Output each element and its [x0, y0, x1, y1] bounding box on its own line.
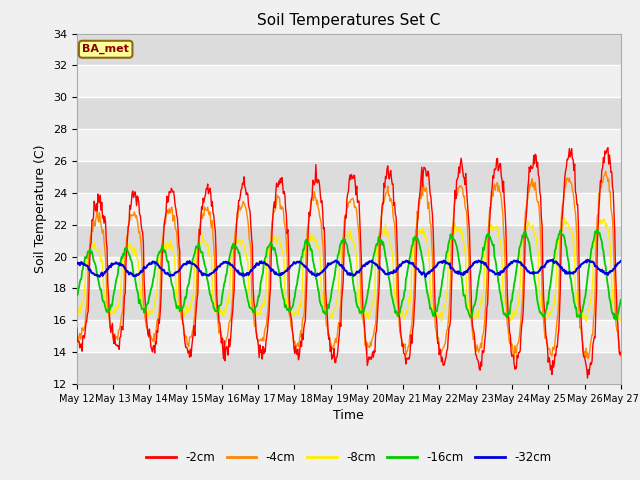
Bar	[77, 161, 621, 193]
Bar	[77, 352, 621, 384]
Legend: -2cm, -4cm, -8cm, -16cm, -32cm: -2cm, -4cm, -8cm, -16cm, -32cm	[141, 446, 556, 468]
Bar	[77, 257, 621, 288]
Bar	[77, 225, 621, 257]
X-axis label: Time: Time	[333, 409, 364, 422]
Bar	[77, 320, 621, 352]
Bar	[77, 97, 621, 129]
Text: BA_met: BA_met	[82, 44, 129, 54]
Y-axis label: Soil Temperature (C): Soil Temperature (C)	[35, 144, 47, 273]
Bar	[77, 65, 621, 97]
Bar	[77, 193, 621, 225]
Title: Soil Temperatures Set C: Soil Temperatures Set C	[257, 13, 440, 28]
Bar	[77, 129, 621, 161]
Bar	[77, 34, 621, 65]
Bar	[77, 288, 621, 320]
